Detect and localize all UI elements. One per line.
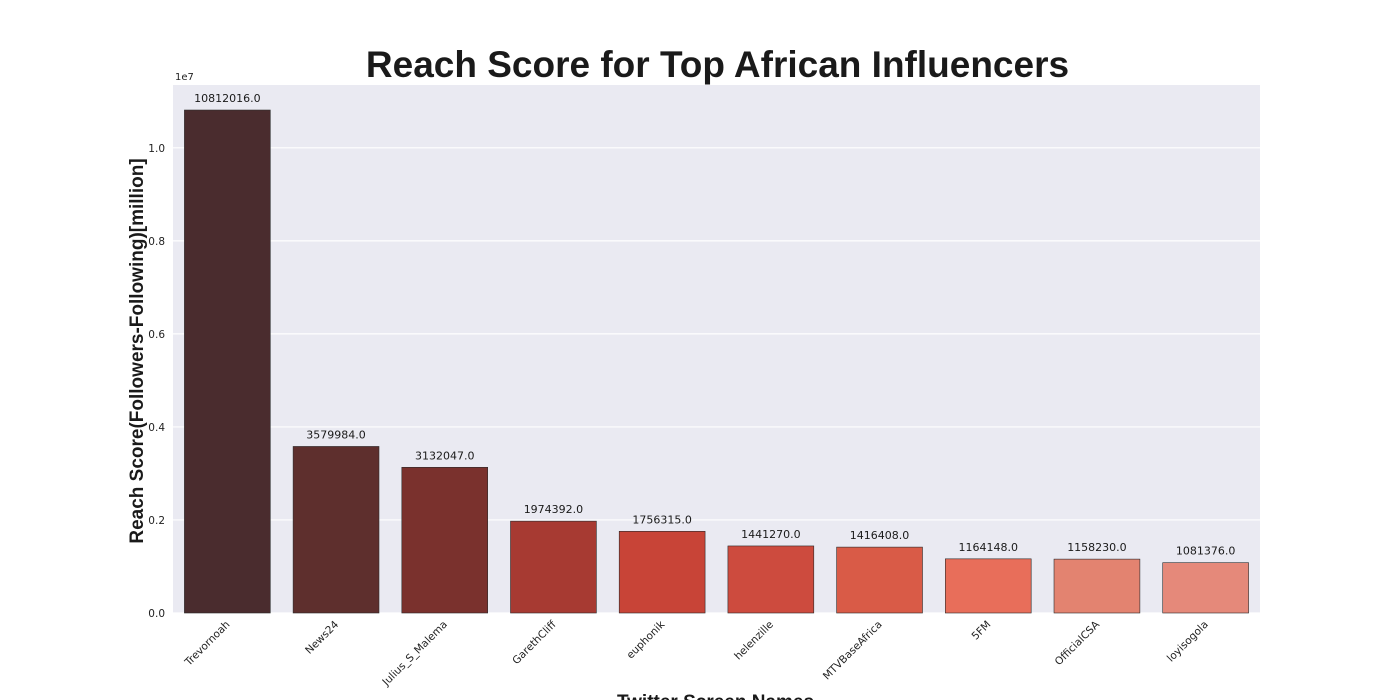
data-labels: 10812016.0 3579984.0 3132047.0 1974392.0 175…: [194, 92, 1235, 558]
x-tick-label: 5FM: [969, 619, 993, 643]
bar: [292, 446, 380, 614]
bar-value-label: 3579984.0: [306, 428, 366, 441]
bar: [836, 546, 923, 614]
x-axis-label: Twitter Screen Names: [617, 692, 814, 700]
bar-value-label: 1081376.0: [1176, 545, 1236, 558]
chart-title: Reach Score for Top African Influencers: [366, 44, 1069, 85]
bar-value-label: 10812016.0: [194, 92, 260, 105]
y-tick-label: 0.8: [148, 236, 165, 248]
bar-value-label: 1441270.0: [741, 528, 801, 541]
x-tick-label: GarethCliff: [510, 618, 559, 667]
bar-value-label: 3132047.0: [415, 449, 475, 462]
x-tick-label: Trevornoah: [182, 619, 232, 669]
bar: [510, 520, 597, 614]
x-tick-label: loyisogola: [1165, 619, 1211, 665]
bar-value-label: 1164148.0: [959, 541, 1019, 554]
bar: [184, 109, 271, 614]
y-axis-label: Reach Score(Followers-Following)[million…: [127, 158, 148, 543]
bar-value-label: 1756315.0: [632, 513, 692, 526]
x-tick-label: helenzille: [732, 619, 776, 663]
x-tick-label: News24: [303, 618, 341, 656]
y-tick-label: 0.6: [148, 329, 165, 341]
x-tick-label: MTVBaseAfrica: [821, 619, 885, 683]
x-tick-label: Julius_S_Malema: [380, 619, 450, 689]
bar: [1162, 562, 1249, 614]
bar: [618, 530, 706, 614]
bar-value-label: 1158230.0: [1067, 541, 1127, 554]
y-tick-label: 1.0: [148, 143, 165, 155]
x-axis-ticks: Trevornoah News24 Julius_S_Malema GarethCli…: [182, 618, 1211, 689]
bar: [945, 558, 1032, 614]
y-axis-ticks: 0.0 0.2 0.4 0.6 0.8 1.0: [148, 143, 165, 620]
bars: [184, 109, 1249, 614]
bar: [401, 466, 488, 614]
x-tick-label: euphonik: [624, 618, 667, 661]
bar: [727, 545, 815, 614]
y-tick-label: 0.0: [148, 608, 165, 620]
y-scale-label: 1e7: [175, 72, 194, 83]
x-tick-label: OfficialCSA: [1053, 618, 1103, 668]
bar: [1053, 558, 1141, 614]
bar-value-label: 1416408.0: [850, 529, 910, 542]
y-tick-label: 0.2: [148, 515, 165, 527]
bar-value-label: 1974392.0: [524, 503, 584, 516]
y-tick-label: 0.4: [148, 422, 165, 434]
